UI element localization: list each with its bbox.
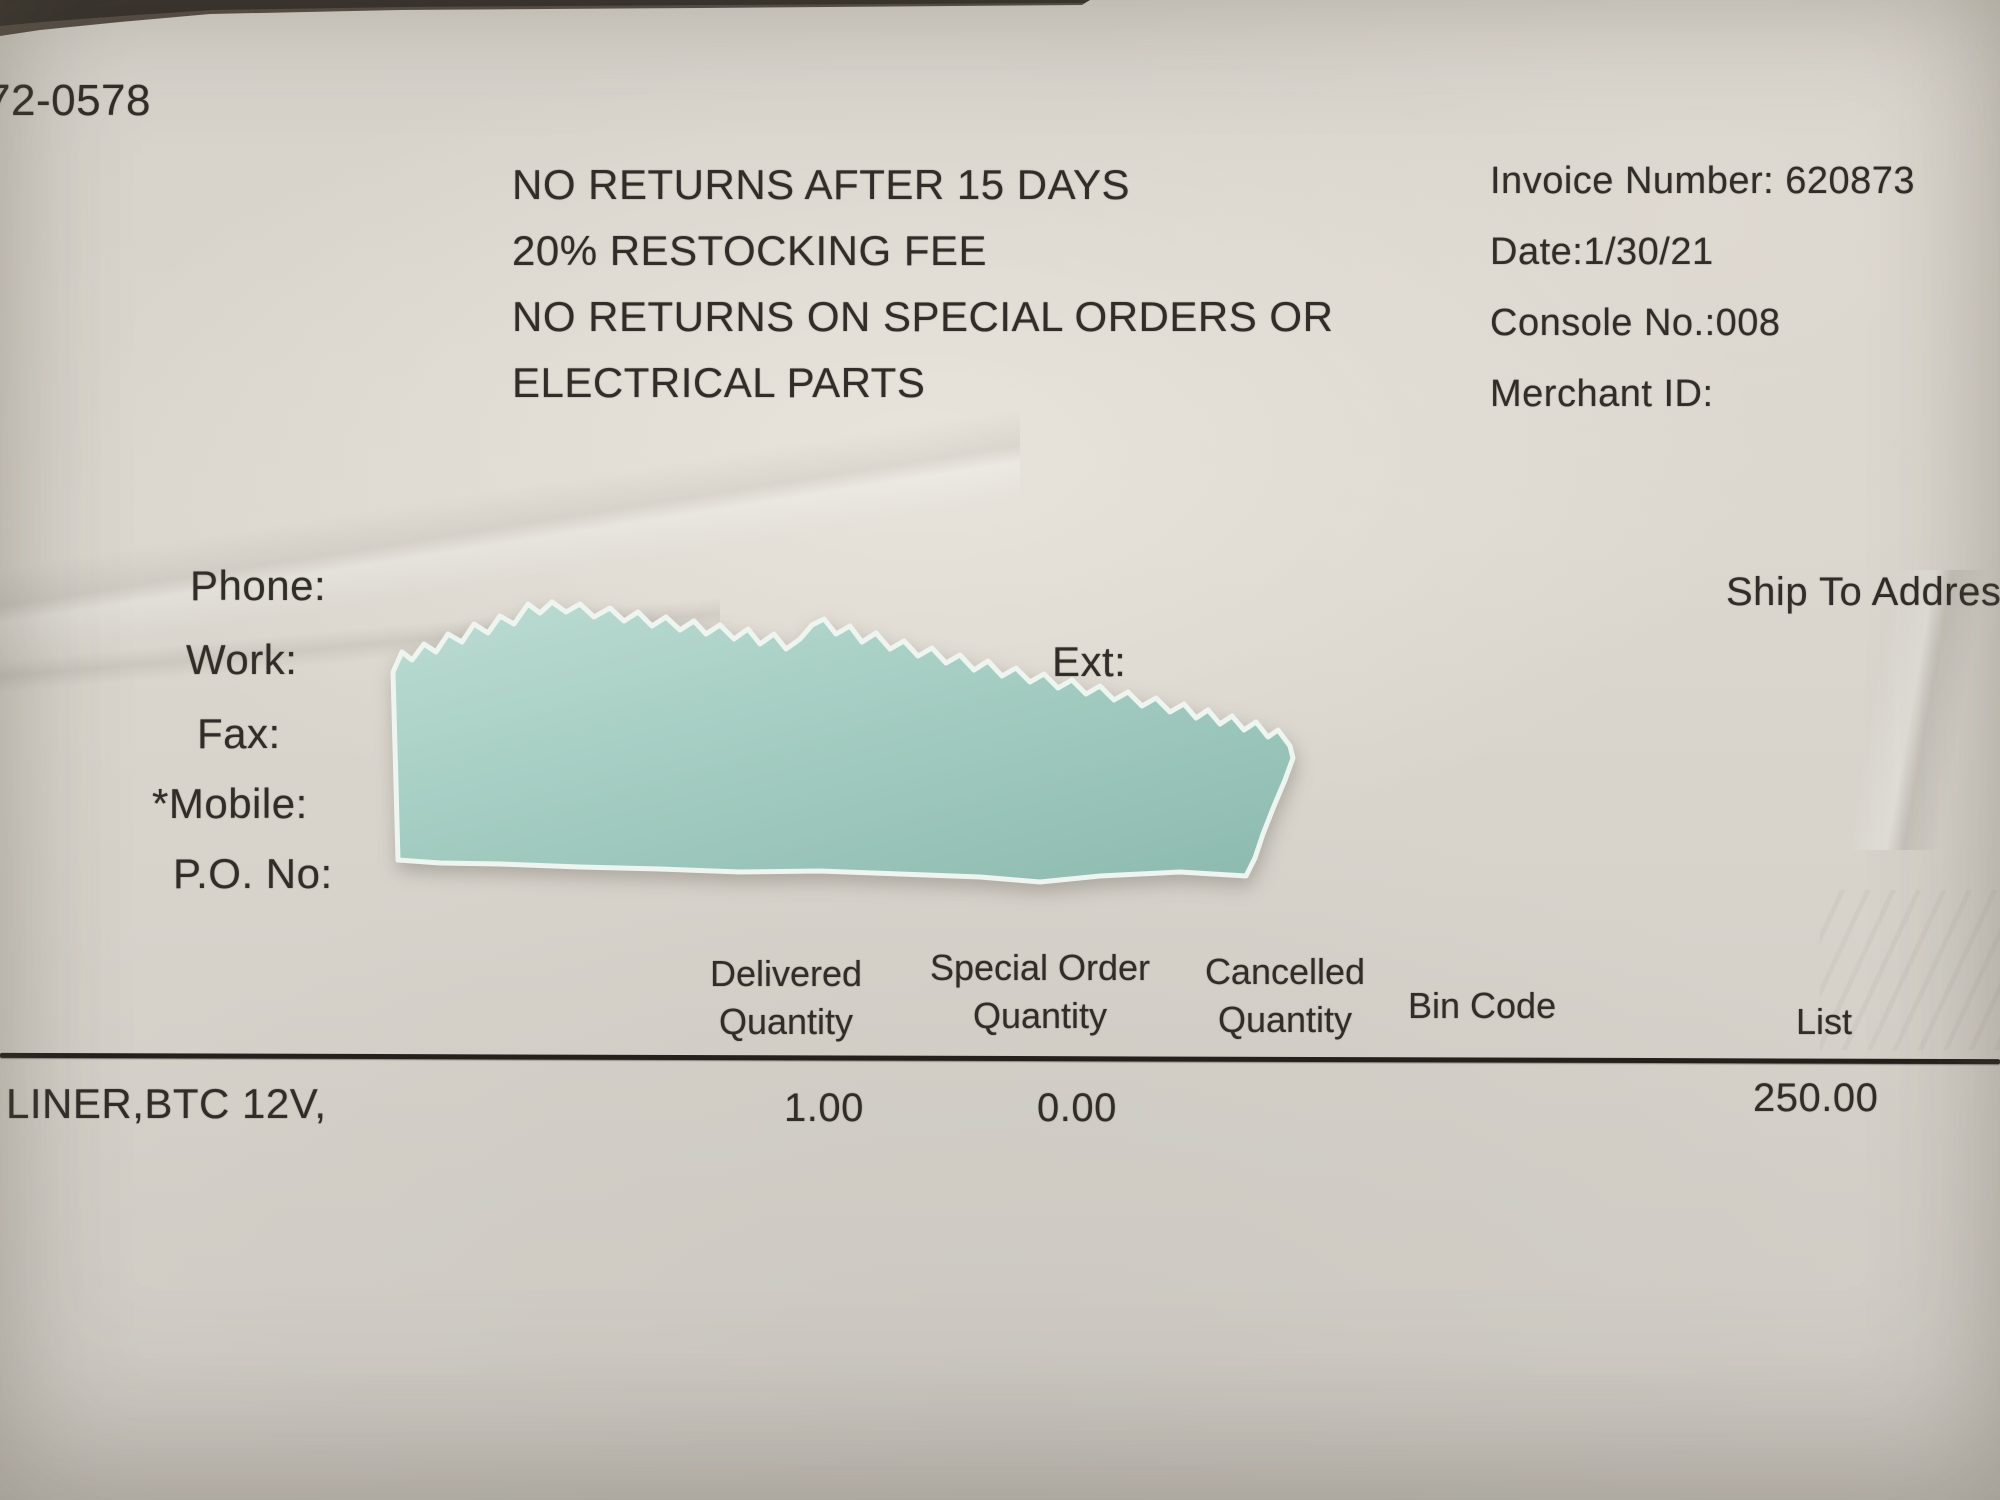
column-header-list: List: [1796, 998, 1886, 1046]
photo-background-edge: [0, 0, 1090, 36]
column-header-line: Quantity: [1217, 999, 1353, 1040]
phone-label: Phone:: [190, 562, 327, 609]
mobile-label: *Mobile:: [152, 780, 308, 827]
merchant-id: Merchant ID:: [1490, 373, 1714, 415]
policy-line-4: ELECTRICAL PARTS: [512, 359, 926, 406]
ship-to-address-label: Ship To Address: [1726, 570, 2000, 614]
policy-line-1: NO RETURNS AFTER 15 DAYS: [512, 161, 1131, 208]
column-header-line: Special Order: [929, 947, 1151, 988]
return-policy-block: NO RETURNS AFTER 15 DAYS 20% RESTOCKING …: [512, 152, 1333, 416]
item-description: LINER,BTC 12V,: [6, 1080, 327, 1127]
fax-label: Fax:: [197, 710, 281, 757]
special-order-quantity-value: 0.00: [1037, 1086, 1117, 1130]
column-header-line: Quantity: [718, 1001, 854, 1042]
column-header-delivered-quantity: Delivered Quantity: [696, 950, 876, 1046]
column-header-bin-code: Bin Code: [1408, 982, 1588, 1030]
table-divider-line: [0, 1052, 2000, 1065]
work-label: Work:: [186, 636, 298, 683]
policy-line-3: NO RETURNS ON SPECIAL ORDERS OR: [512, 293, 1334, 340]
list-price-value: 250.00: [1753, 1076, 1879, 1120]
invoice-info-block: Invoice Number: 620873 Date:1/30/21 Cons…: [1490, 146, 1915, 430]
policy-line-2: 20% RESTOCKING FEE: [512, 227, 988, 274]
column-header-line: Cancelled: [1204, 951, 1366, 992]
invoice-date: Date:1/30/21: [1490, 231, 1714, 273]
column-header-line: Bin Code: [1408, 985, 1557, 1026]
column-header-line: List: [1796, 1001, 1853, 1042]
delivered-quantity-value: 1.00: [784, 1086, 864, 1130]
ext-label: Ext:: [1052, 638, 1127, 685]
paper-crease: [0, 400, 1020, 660]
column-header-special-order-quantity: Special Order Quantity: [928, 944, 1152, 1040]
po-number-label: P.O. No:: [173, 850, 333, 897]
column-header-line: Quantity: [972, 995, 1108, 1036]
torn-paper-shape: [390, 599, 1296, 885]
paper-crease: [0, 540, 720, 750]
column-header-line: Delivered: [709, 953, 863, 994]
form-number: 72-0578: [0, 76, 151, 125]
console-number: Console No.:008: [1490, 302, 1781, 344]
column-header-cancelled-quantity: Cancelled Quantity: [1190, 948, 1380, 1044]
invoice-number: Invoice Number: 620873: [1490, 160, 1916, 202]
